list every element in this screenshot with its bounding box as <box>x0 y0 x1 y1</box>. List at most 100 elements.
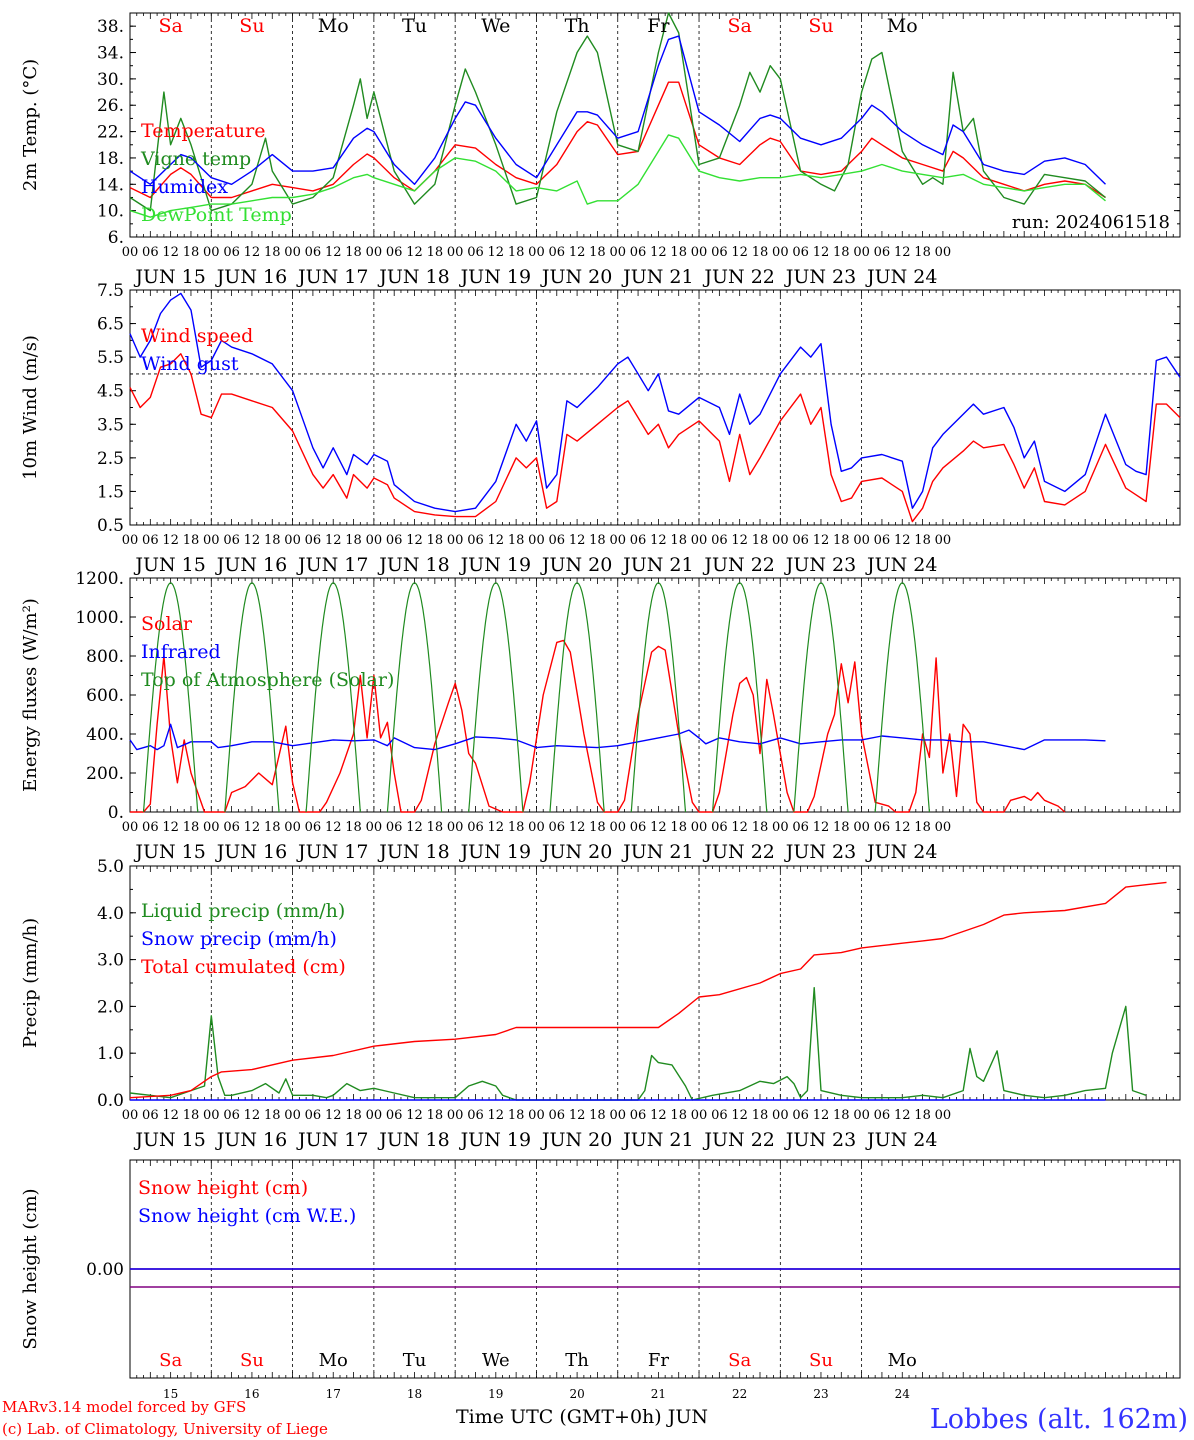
legend-entry: Humidex <box>141 176 228 198</box>
legend-entry: Infrared <box>141 641 221 663</box>
hour-tick-label: 06 <box>792 533 809 548</box>
day-name-label: Fr <box>647 15 670 37</box>
hour-tick-label: 00 <box>853 1108 870 1123</box>
hour-tick-label: 06 <box>305 820 322 835</box>
hour-tick-label: 18 <box>833 533 850 548</box>
date-label: JUN 24 <box>865 841 937 863</box>
hour-tick-label: 18 <box>427 245 444 260</box>
hour-tick-label: 06 <box>142 1108 159 1123</box>
hour-tick-label: 06 <box>223 245 240 260</box>
date-label: JUN 23 <box>784 841 856 863</box>
chart-panel-4: 0.0 1.0 2.0 3.0 4.0 5.0 Precip (mm/h) Liquid pr… <box>20 857 1181 1151</box>
hour-tick-label: 00 <box>691 533 708 548</box>
hour-tick-label: 00 <box>122 533 139 548</box>
date-label: JUN 18 <box>377 266 449 288</box>
hour-tick-label: 00 <box>853 533 870 548</box>
hour-tick-label: 06 <box>549 820 566 835</box>
hour-tick-label: 00 <box>284 245 301 260</box>
day-name-label: Mo <box>318 15 349 37</box>
date-label: JUN 17 <box>296 554 368 576</box>
day-name-label: Mo <box>888 1350 917 1371</box>
date-number-label: 19 <box>488 1387 503 1401</box>
hour-tick-label: 06 <box>549 245 566 260</box>
date-number-label: 15 <box>163 1387 178 1401</box>
hour-tick-label: 00 <box>284 820 301 835</box>
hour-tick-label: 18 <box>427 1108 444 1123</box>
date-label: JUN 21 <box>621 266 693 288</box>
hour-tick-label: 00 <box>935 245 952 260</box>
y-tick-label: 400. <box>86 725 124 745</box>
y-tick-label: 600. <box>86 686 124 706</box>
y-tick-label: 10. <box>97 202 124 222</box>
chart-panel-3: 0. 200. 400. 600. 800. 1000. 1200. Energy fluxe… <box>20 569 1181 863</box>
y-tick-label: 4.5 <box>97 382 124 402</box>
hour-tick-label: 06 <box>711 1108 728 1123</box>
hour-tick-label: 12 <box>650 533 667 548</box>
series-line <box>630 582 687 813</box>
day-name-label: Tu <box>403 1350 427 1371</box>
date-label: JUN 19 <box>459 266 531 288</box>
hour-tick-label: 00 <box>366 245 383 260</box>
legend-entry: Wind gust <box>141 353 239 375</box>
hour-tick-label: 00 <box>853 820 870 835</box>
hour-tick-label: 12 <box>244 820 261 835</box>
y-axis-title: Energy fluxes (W/m²) <box>20 598 41 792</box>
date-label: JUN 16 <box>215 554 287 576</box>
date-label: JUN 19 <box>459 1129 531 1151</box>
hour-tick-label: 12 <box>813 533 830 548</box>
hour-tick-label: 18 <box>752 245 769 260</box>
series-line <box>129 81 1106 199</box>
hour-tick-label: 18 <box>833 1108 850 1123</box>
y-tick-label: 18. <box>97 149 124 169</box>
hour-tick-label: 12 <box>162 1108 179 1123</box>
hour-tick-label: 18 <box>264 820 281 835</box>
hour-tick-label: 06 <box>874 245 891 260</box>
hour-tick-label: 18 <box>345 1108 362 1123</box>
hour-tick-label: 00 <box>203 245 220 260</box>
series-line <box>468 582 524 813</box>
series-line <box>129 35 1106 186</box>
hour-tick-label: 06 <box>305 533 322 548</box>
hour-tick-label: 18 <box>183 1108 200 1123</box>
hour-tick-label: 12 <box>488 1108 505 1123</box>
hour-tick-label: 18 <box>914 533 931 548</box>
day-name-label: Sa <box>728 1350 751 1371</box>
hour-tick-label: 18 <box>670 820 687 835</box>
day-name-label: We <box>481 15 510 37</box>
chart-panel-1: 6. 10. 14. 18. 22. 26. 30. 34. 38. 2m Temp. (°C) T… <box>20 12 1181 288</box>
hour-tick-label: 06 <box>630 245 647 260</box>
day-name-label: Fr <box>648 1350 669 1371</box>
date-label: JUN 20 <box>540 841 612 863</box>
y-tick-label: 0.00 <box>86 1260 124 1280</box>
hour-tick-label: 06 <box>711 820 728 835</box>
hour-tick-label: 00 <box>935 820 952 835</box>
hour-tick-label: 18 <box>427 533 444 548</box>
day-name-label: Su <box>239 15 264 37</box>
date-label: JUN 19 <box>459 554 531 576</box>
hour-tick-label: 18 <box>345 820 362 835</box>
hour-tick-label: 06 <box>630 1108 647 1123</box>
hour-tick-label: 06 <box>792 820 809 835</box>
y-tick-label: 7.5 <box>97 281 124 301</box>
hour-tick-label: 00 <box>366 533 383 548</box>
hour-tick-label: 06 <box>386 533 403 548</box>
hour-tick-label: 12 <box>325 820 342 835</box>
hour-tick-label: 00 <box>122 1108 139 1123</box>
hour-tick-label: 12 <box>731 245 748 260</box>
plot-frame <box>129 12 1181 238</box>
hour-tick-label: 18 <box>589 245 606 260</box>
hour-tick-label: 06 <box>630 820 647 835</box>
hour-tick-label: 06 <box>711 533 728 548</box>
date-label: JUN 20 <box>540 1129 612 1151</box>
day-name-label: Su <box>808 15 833 37</box>
date-number-label: 16 <box>244 1387 259 1401</box>
hour-tick-label: 18 <box>833 245 850 260</box>
hour-tick-label: 12 <box>894 1108 911 1123</box>
hour-tick-label: 00 <box>772 1108 789 1123</box>
chart-panel-2: 0.5 1.5 2.5 3.5 4.5 5.5 6.5 7.5 10m Wind (m/s) Wi… <box>20 281 1181 576</box>
hour-tick-label: 18 <box>670 533 687 548</box>
hour-tick-label: 18 <box>914 245 931 260</box>
hour-tick-label: 06 <box>142 533 159 548</box>
y-tick-label: 1000. <box>75 608 124 628</box>
date-label: JUN 17 <box>296 1129 368 1151</box>
